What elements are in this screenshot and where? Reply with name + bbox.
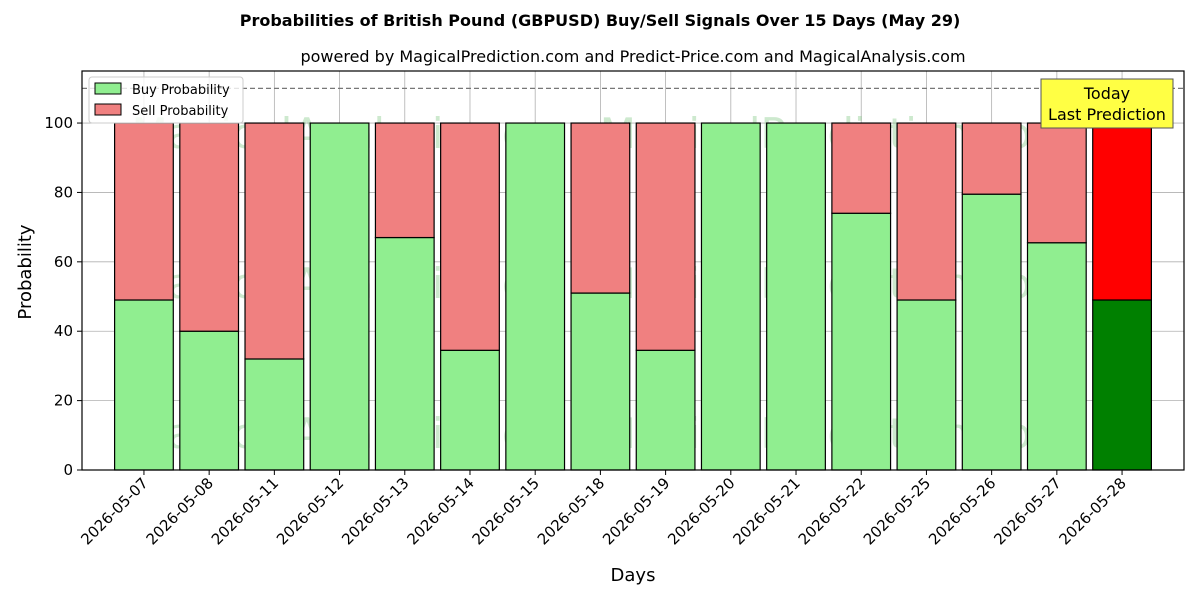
legend-label-buy: Buy Probability bbox=[132, 83, 230, 98]
bar-sell-probability bbox=[570, 122, 631, 294]
bar-buy-probability bbox=[1092, 299, 1152, 471]
bar-sell-probability bbox=[374, 122, 435, 239]
legend-label-sell: Sell Probability bbox=[132, 104, 229, 119]
bar-buy-probability bbox=[505, 122, 566, 471]
bar-buy-probability bbox=[700, 122, 761, 471]
today-annotation-line: Last Prediction bbox=[1048, 105, 1166, 124]
bar-sell-probability bbox=[179, 122, 240, 332]
bar-buy-probability bbox=[374, 236, 435, 471]
bar-buy-probability bbox=[766, 122, 826, 471]
bar-buy-probability bbox=[114, 299, 174, 471]
bar-buy-probability bbox=[179, 330, 240, 471]
bar-sell-probability bbox=[114, 122, 174, 301]
bar-buy-probability bbox=[635, 349, 696, 471]
plot-frame bbox=[81, 70, 1185, 471]
y-tick-label: 100 bbox=[44, 114, 73, 132]
bar-sell-probability bbox=[440, 122, 500, 351]
bar-buy-probability bbox=[896, 299, 957, 471]
bar-sell-probability bbox=[1092, 122, 1152, 301]
legend-swatch-sell bbox=[94, 103, 122, 116]
y-tick-label: 40 bbox=[54, 322, 73, 340]
chart-title: Probabilities of British Pound (GBPUSD) … bbox=[240, 11, 961, 30]
y-axis-label: Probability bbox=[15, 224, 36, 319]
bar-sell-probability bbox=[961, 122, 1022, 195]
today-annotation-line: Today bbox=[1083, 84, 1130, 103]
chart-subtitle: powered by MagicalPrediction.com and Pre… bbox=[300, 47, 965, 66]
x-axis-label: Days bbox=[611, 565, 656, 586]
y-tick-label: 80 bbox=[54, 183, 73, 201]
legend-box bbox=[88, 76, 244, 124]
today-annotation-box bbox=[1040, 78, 1174, 129]
bar-sell-probability bbox=[1026, 122, 1087, 244]
legend-swatch-buy bbox=[94, 82, 122, 95]
bar-buy-probability bbox=[1026, 242, 1087, 471]
plot-area: MagicalAnalysis.comMagicalPrediction.com… bbox=[44, 70, 1185, 548]
y-tick-label: 60 bbox=[54, 253, 73, 271]
bar-buy-probability bbox=[961, 193, 1022, 471]
bar-buy-probability bbox=[244, 358, 305, 471]
bar-sell-probability bbox=[635, 122, 696, 351]
bar-sell-probability bbox=[831, 122, 892, 214]
y-tick-label: 20 bbox=[54, 392, 73, 410]
bar-buy-probability bbox=[570, 292, 631, 471]
bar-buy-probability bbox=[309, 122, 370, 471]
bar-sell-probability bbox=[244, 122, 305, 360]
y-tick-label: 0 bbox=[63, 461, 73, 479]
bar-buy-probability bbox=[831, 212, 892, 471]
bar-buy-probability bbox=[440, 349, 500, 471]
bar-sell-probability bbox=[896, 122, 957, 301]
